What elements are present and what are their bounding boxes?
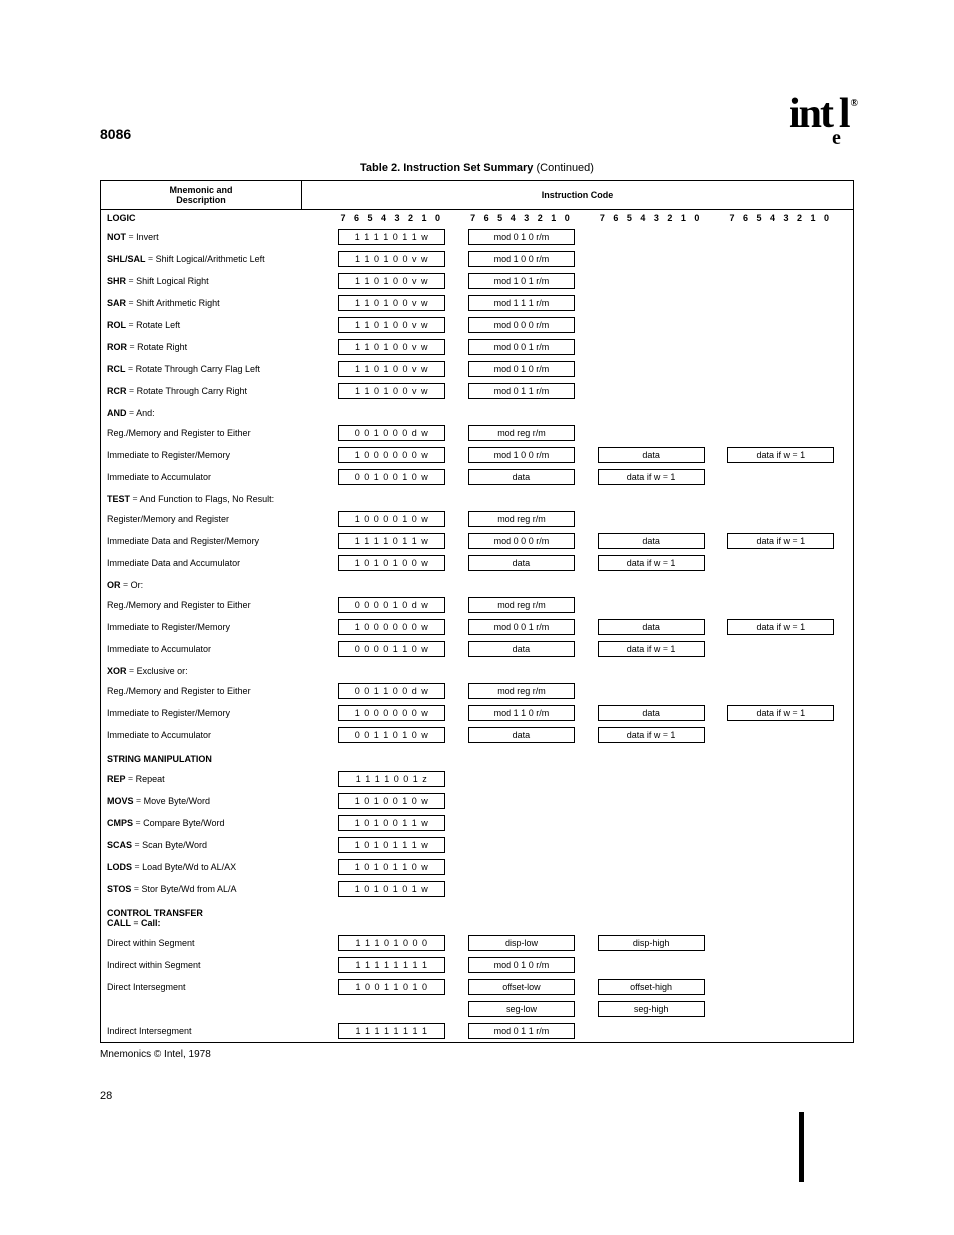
mnemonic-cell: Direct Intersegment (101, 976, 320, 998)
mnemonic-cell: Immediate to Register/Memory (101, 702, 320, 724)
mnemonic-cell: Register/Memory and Register (101, 508, 320, 530)
table-row: Reg./Memory and Register to Either0 0 0 … (101, 594, 853, 616)
mnemonic-cell: ROL = Rotate Left (101, 314, 320, 336)
mnemonic-cell: Reg./Memory and Register to Either (101, 594, 320, 616)
table-row: Reg./Memory and Register to Either0 0 1 … (101, 422, 853, 444)
chip-label: 8086 (100, 126, 131, 142)
mnemonic-cell: REP = Repeat (101, 768, 320, 790)
table-caption: Table 2. Instruction Set Summary (Contin… (100, 162, 854, 174)
mnemonic-cell: Direct within Segment (101, 932, 320, 954)
table-row: Direct within Segment1 1 1 0 1 0 0 0disp… (101, 932, 853, 954)
mnemonic-cell (101, 998, 320, 1020)
mnemonic-cell: Reg./Memory and Register to Either (101, 422, 320, 444)
mnemonic-cell: Immediate to Accumulator (101, 638, 320, 660)
mnemonic-cell: Immediate Data and Accumulator (101, 552, 320, 574)
table-row: SHR = Shift Logical Right1 1 0 1 0 0 v w… (101, 270, 853, 292)
table-row: ROR = Rotate Right1 1 0 1 0 0 v wmod 0 0… (101, 336, 853, 358)
table-row: NOT = Invert1 1 1 1 0 1 1 wmod 0 1 0 r/m (101, 226, 853, 248)
mnemonic-cell: RCR = Rotate Through Carry Right (101, 380, 320, 402)
table-row: MOVS = Move Byte/Word1 0 1 0 0 1 0 w (101, 790, 853, 812)
section-string: STRING MANIPULATION (101, 746, 320, 768)
table-row: SAR = Shift Arithmetic Right1 1 0 1 0 0 … (101, 292, 853, 314)
table-row: CMPS = Compare Byte/Word1 0 1 0 0 1 1 w (101, 812, 853, 834)
mnemonic-cell: Immediate Data and Register/Memory (101, 530, 320, 552)
table-row: RCR = Rotate Through Carry Right1 1 0 1 … (101, 380, 853, 402)
mnemonic-cell: SHL/SAL = Shift Logical/Arithmetic Left (101, 248, 320, 270)
section-xor: XOR = Exclusive or: (101, 660, 320, 680)
table-row: Indirect within Segment1 1 1 1 1 1 1 1mo… (101, 954, 853, 976)
mnemonic-cell: SAR = Shift Arithmetic Right (101, 292, 320, 314)
table-row: Direct Intersegment1 0 0 1 1 0 1 0offset… (101, 976, 853, 998)
mnemonic-cell: SHR = Shift Logical Right (101, 270, 320, 292)
mnemonic-cell: Indirect within Segment (101, 954, 320, 976)
table-row: Immediate to Accumulator0 0 0 0 1 1 0 wd… (101, 638, 853, 660)
table-row: seg-lowseg-high (101, 998, 853, 1020)
mnemonic-cell: NOT = Invert (101, 226, 320, 248)
intel-logo: intel® (789, 90, 854, 142)
mnemonic-cell: MOVS = Move Byte/Word (101, 790, 320, 812)
table-row: Immediate to Register/Memory1 0 0 0 0 0 … (101, 616, 853, 638)
table-row: STOS = Stor Byte/Wd from AL/A1 0 1 0 1 0… (101, 878, 853, 900)
table-header-row: Mnemonic and Description Instruction Cod… (101, 181, 854, 210)
mnemonic-cell: Immediate to Register/Memory (101, 444, 320, 466)
section-and: AND = And: (101, 402, 320, 422)
mnemonic-cell: ROR = Rotate Right (101, 336, 320, 358)
instruction-table: Mnemonic and Description Instruction Cod… (100, 180, 854, 1043)
mnemonic-cell: Reg./Memory and Register to Either (101, 680, 320, 702)
mnemonic-cell: Immediate to Register/Memory (101, 616, 320, 638)
table-row: SHL/SAL = Shift Logical/Arithmetic Left1… (101, 248, 853, 270)
mnemonic-cell: CMPS = Compare Byte/Word (101, 812, 320, 834)
header-mnemonic: Mnemonic and Description (101, 181, 302, 210)
table-row: RCL = Rotate Through Carry Flag Left1 1 … (101, 358, 853, 380)
table-row: SCAS = Scan Byte/Word1 0 1 0 1 1 1 w (101, 834, 853, 856)
mnemonic-cell: STOS = Stor Byte/Wd from AL/A (101, 878, 320, 900)
table-row: Reg./Memory and Register to Either0 0 1 … (101, 680, 853, 702)
instruction-body: LOGIC7 6 5 4 3 2 1 07 6 5 4 3 2 1 07 6 5… (101, 210, 853, 1042)
table-row: Immediate Data and Register/Memory1 1 1 … (101, 530, 853, 552)
section-control: CONTROL TRANSFERCALL = Call: (101, 900, 320, 932)
mnemonic-cell: LODS = Load Byte/Wd to AL/AX (101, 856, 320, 878)
table-row: ROL = Rotate Left1 1 0 1 0 0 v wmod 0 0 … (101, 314, 853, 336)
side-marker (799, 1112, 804, 1182)
section-test: TEST = And Function to Flags, No Result: (101, 488, 320, 508)
table-row: REP = Repeat1 1 1 1 0 0 1 z (101, 768, 853, 790)
section-or: OR = Or: (101, 574, 320, 594)
mnemonic-cell: Indirect Intersegment (101, 1020, 320, 1042)
table-row: Immediate to Accumulator0 0 1 0 0 1 0 wd… (101, 466, 853, 488)
page-number: 28 (100, 1090, 854, 1102)
mnemonic-cell: Immediate to Accumulator (101, 724, 320, 746)
mnemonic-cell: Immediate to Accumulator (101, 466, 320, 488)
table-row: LODS = Load Byte/Wd to AL/AX1 0 1 0 1 1 … (101, 856, 853, 878)
copyright-note: Mnemonics © Intel, 1978 (100, 1049, 854, 1060)
header-instruction-code: Instruction Code (302, 181, 854, 210)
table-row: Indirect Intersegment1 1 1 1 1 1 1 1mod … (101, 1020, 853, 1042)
table-row: Immediate to Register/Memory1 0 0 0 0 0 … (101, 444, 853, 466)
table-row: Immediate Data and Accumulator1 0 1 0 1 … (101, 552, 853, 574)
table-row: Immediate to Accumulator0 0 1 1 0 1 0 wd… (101, 724, 853, 746)
table-row: Immediate to Register/Memory1 0 0 0 0 0 … (101, 702, 853, 724)
mnemonic-cell: RCL = Rotate Through Carry Flag Left (101, 358, 320, 380)
mnemonic-cell: SCAS = Scan Byte/Word (101, 834, 320, 856)
section-logic: LOGIC (101, 210, 320, 226)
page-header: 8086 intel® (100, 90, 854, 142)
table-row: Register/Memory and Register1 0 0 0 0 1 … (101, 508, 853, 530)
bits-header-row: LOGIC7 6 5 4 3 2 1 07 6 5 4 3 2 1 07 6 5… (101, 210, 853, 226)
